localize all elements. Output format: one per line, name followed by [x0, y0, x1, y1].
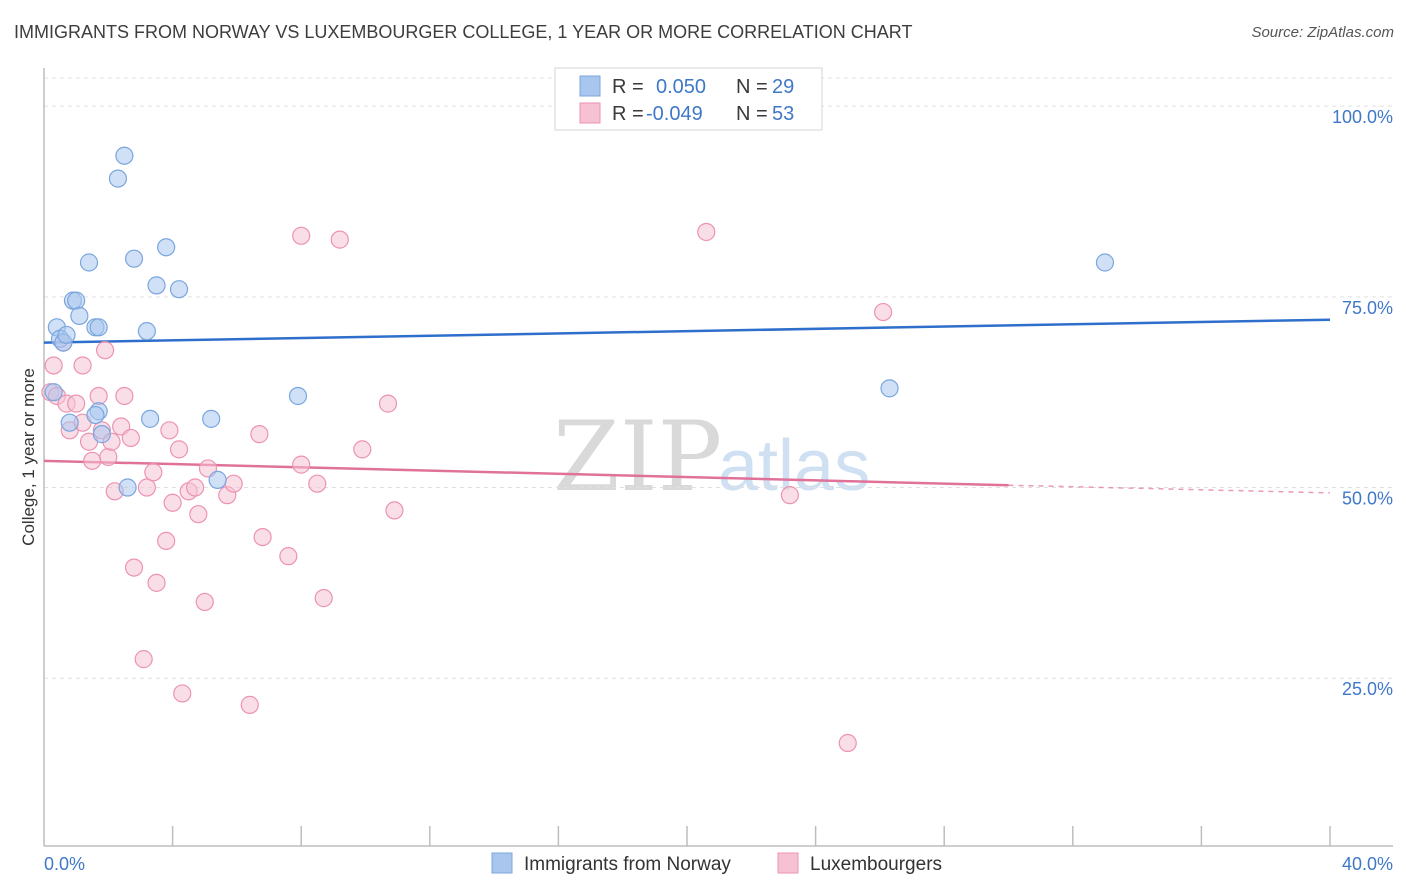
point-luxembourgers [173, 684, 192, 703]
y-axis-label: College, 1 year or more [19, 368, 38, 546]
point-luxembourgers [697, 222, 716, 242]
point-norway [86, 405, 105, 425]
series-legend-swatch-lux [777, 852, 799, 874]
point-luxembourgers [121, 428, 140, 448]
point-luxembourgers [308, 474, 327, 493]
y-tick-label: 25.0% [1342, 679, 1393, 699]
axes [43, 68, 1393, 847]
point-luxembourgers [838, 733, 857, 753]
point-luxembourgers [169, 440, 189, 459]
point-norway [1095, 253, 1115, 272]
trend-line-luxembourgers-extension [1008, 484, 1331, 494]
point-luxembourgers [157, 531, 176, 551]
series-legend: Immigrants from Norway Luxembourgers [491, 852, 942, 875]
legend-n-label-lux: N = [736, 103, 768, 125]
legend-r-label-lux: R = [612, 103, 644, 125]
point-luxembourgers [292, 226, 311, 245]
point-luxembourgers [95, 341, 115, 360]
point-norway [60, 413, 79, 432]
series-legend-label-lux: Luxembourgers [810, 854, 942, 875]
source-credit: Source: ZipAtlas.com [1251, 24, 1394, 41]
point-norway [137, 322, 156, 341]
x-tick-label-max: 40.0% [1342, 854, 1393, 874]
x-ticks [171, 826, 1331, 846]
legend-r-label-norway: R = [612, 76, 644, 98]
point-luxembourgers [314, 589, 333, 608]
point-norway [70, 306, 89, 325]
point-luxembourgers [195, 592, 214, 612]
point-luxembourgers [189, 505, 208, 524]
point-luxembourgers [874, 302, 893, 322]
gridlines [44, 77, 1393, 679]
point-norway [67, 291, 86, 310]
point-luxembourgers [330, 230, 349, 249]
point-luxembourgers [186, 478, 205, 497]
y-tick-label: 75.0% [1342, 298, 1393, 318]
point-norway [118, 478, 137, 497]
point-luxembourgers [134, 650, 153, 669]
point-norway [880, 379, 899, 398]
point-norway [108, 169, 128, 188]
x-tick-label-min: 0.0% [44, 854, 85, 874]
point-norway [92, 425, 111, 444]
y-tick-label: 50.0% [1342, 489, 1393, 509]
point-luxembourgers [353, 440, 372, 459]
chart-title: IMMIGRANTS FROM NORWAY VS LUXEMBOURGER C… [14, 22, 913, 42]
legend-n-value-norway: 29 [772, 76, 794, 98]
point-norway [208, 470, 227, 489]
point-norway [140, 409, 160, 428]
legend-swatch-norway [579, 75, 601, 97]
point-luxembourgers [224, 474, 243, 493]
point-norway [115, 146, 134, 165]
point-luxembourgers [780, 486, 799, 505]
point-norway [157, 238, 176, 257]
watermark-zip: ZIP [553, 401, 722, 513]
point-luxembourgers [253, 527, 272, 547]
legend-swatch-lux [579, 102, 601, 124]
point-luxembourgers [137, 478, 156, 497]
point-luxembourgers [99, 447, 118, 467]
point-luxembourgers [292, 455, 311, 474]
series-legend-label-norway: Immigrants from Norway [524, 854, 731, 875]
point-norway [169, 280, 189, 299]
point-luxembourgers [240, 695, 259, 714]
point-luxembourgers [44, 356, 63, 375]
point-norway [89, 318, 108, 337]
series-legend-swatch-norway [491, 852, 513, 874]
point-luxembourgers [250, 425, 269, 444]
point-norway [202, 409, 221, 428]
point-norway [79, 253, 99, 272]
data-points [41, 146, 1115, 753]
point-luxembourgers [115, 386, 134, 406]
legend-n-label-norway: N = [736, 76, 768, 98]
point-luxembourgers [385, 501, 404, 520]
point-norway [124, 249, 144, 268]
point-norway [147, 276, 166, 295]
point-luxembourgers [89, 386, 108, 406]
legend-r-value-lux: -0.049 [646, 103, 703, 125]
legend-r-value-norway: 0.050 [656, 76, 706, 98]
trend-line-norway [43, 318, 1331, 344]
stats-legend: R = 0.050 N = 29 R = -0.049 N = 53 [554, 67, 823, 131]
point-luxembourgers [378, 394, 398, 413]
point-luxembourgers [144, 463, 163, 482]
y-tick-labels: 25.0% 50.0% 75.0% 100.0% [1332, 107, 1393, 699]
point-luxembourgers [124, 558, 144, 577]
legend-n-value-lux: 53 [772, 103, 794, 125]
point-luxembourgers [279, 547, 298, 566]
point-norway [57, 325, 76, 345]
point-luxembourgers [160, 421, 179, 440]
point-luxembourgers [73, 356, 92, 375]
point-norway [288, 386, 308, 406]
point-luxembourgers [163, 493, 182, 512]
point-luxembourgers [147, 573, 166, 592]
point-luxembourgers [67, 394, 86, 413]
y-tick-label: 100.0% [1332, 107, 1393, 127]
point-luxembourgers [83, 451, 102, 470]
point-norway [44, 383, 63, 402]
